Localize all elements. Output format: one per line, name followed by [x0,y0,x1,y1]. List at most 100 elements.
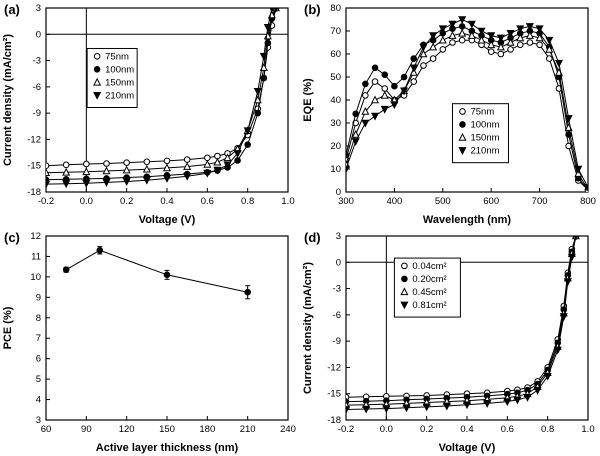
chart-a-jv-thickness: -0.2 0.0 0.2 0.4 0.6 0.8 1.0 -18 -15 -12 -9 -6 -3 0 3 V… [2,3,295,226]
legend: 75nm 100nm 150nm 210nm [451,103,509,164]
x-axis: -0.2 0.0 0.2 0.4 0.6 0.8 1.0 [338,416,595,435]
legend-label: 210nm [105,90,134,101]
series-group [46,8,280,189]
x-tick-label: 240 [280,424,296,435]
x-tick-label: 600 [483,196,499,207]
x-axis-title: Wavelength (nm) [423,214,512,226]
y-tick-label: 9 [36,292,41,303]
y-tick-label: 8 [36,313,41,324]
legend-label: 0.45cm² [412,287,446,298]
y-axis-title: Current density (mA/cm²) [302,262,314,394]
series-group [346,236,580,414]
y-tick-label: -3 [333,284,341,295]
legend-label: 210nm [470,146,499,157]
y-tick-label: -18 [27,187,41,198]
x-tick-label: 700 [532,196,548,207]
x-tick-label: -0.2 [338,424,354,435]
y-tick-label: 4 [36,395,41,406]
plot-border [345,7,589,193]
y-tick-label: -9 [33,108,41,119]
x-tick-label: 400 [386,196,402,207]
legend-label: 75nm [470,107,494,118]
y-axis-title: Current density (mA/cm²) [2,34,14,166]
y-tick-label: -15 [327,389,341,400]
series-0.81cm² [346,236,579,414]
x-tick-label: 0.6 [501,424,514,435]
legend-label: 0.20cm² [412,274,446,285]
x-tick-label: 800 [580,196,596,207]
x-tick-label: -0.2 [38,196,54,207]
y-axis-title: PCE (%) [2,306,14,349]
x-tick-label: 0.0 [80,196,93,207]
series-75nm [46,8,280,170]
series-group [62,246,251,300]
y-tick-label: 10 [330,164,341,175]
x-axis-title: Active layer thickness (nm) [96,442,239,454]
series-0.04cm² [346,236,580,401]
series-PCE [62,246,251,300]
y-tick-label: 3 [336,231,341,242]
y-tick-label: -6 [33,82,41,93]
x-tick-label: 210 [240,424,256,435]
panel-a: (a) -0.2 0.0 0.2 0.4 0.6 0.8 1.0 -18 -15 -12 -9 -6-… [0,0,300,228]
series-100nm [46,8,280,184]
x-axis: 60 90 120 150 180 210 240 [41,416,296,435]
y-tick-label: 20 [330,141,341,152]
x-tick-label: 0.2 [420,424,433,435]
y-tick-label: 12 [30,231,41,242]
x-tick-label: 0.4 [160,196,173,207]
x-axis: 300 400 500 600 700 800 [338,188,596,207]
chart-b-eqe-wavelength: 300 400 500 600 700 800 0 10 20 30 40 50 60 70 80 Wavel… [302,3,596,226]
panel-c: (c) 60 90 120 150 180 210 240 3 4 5 6 7 8 9 10 11 12 Acti… [0,228,300,456]
x-tick-label: 90 [81,424,92,435]
y-tick-label: 3 [36,415,41,426]
x-tick-label: 500 [435,196,451,207]
series-75nm [346,36,588,192]
x-tick-label: 0.8 [541,424,554,435]
y-tick-label: -18 [327,415,341,426]
y-tick-label: 60 [330,49,341,60]
legend-label: 100nm [470,120,499,131]
y-tick-label: 30 [330,118,341,129]
x-tick-label: 1.0 [581,424,594,435]
y-axis: -18 -15 -12 -9 -6 -3 0 3 [327,231,350,426]
x-tick-label: 0.0 [380,424,393,435]
y-tick-label: -12 [27,134,41,145]
plot-border [45,235,289,421]
y-tick-label: 70 [330,26,341,37]
y-tick-label: 5 [36,374,41,385]
panel-label-c: (c) [4,230,20,245]
x-tick-label: 120 [119,424,135,435]
series-group [346,16,588,192]
series-210nm [346,16,588,192]
legend: 75nm 100nm 150nm 210nm [86,47,138,108]
x-tick-label: 0.6 [201,196,214,207]
y-axis: 3 4 5 6 7 8 9 10 11 12 [30,231,50,426]
legend-label: 100nm [105,64,134,75]
y-tick-label: -3 [33,56,41,67]
panel-label-a: (a) [4,2,20,17]
panel-d: (d) -0.2 0.0 0.2 0.4 0.6 0.8 1.0 -18 -15 -12 -9 -6-… [300,228,600,456]
x-tick-label: 0.4 [460,424,473,435]
chart-c-pce-thickness: 60 90 120 150 180 210 240 3 4 5 6 7 8 9 10 11 12 Active l… [2,231,296,454]
x-tick-label: 60 [41,424,52,435]
y-axis-title: EQE (%) [302,78,314,122]
x-axis-title: Voltage (V) [139,214,196,226]
legend: 0.04cm² 0.20cm² 0.45cm² 0.81cm² [393,257,461,318]
y-tick-label: -12 [327,362,341,373]
y-tick-label: 7 [36,333,41,344]
y-tick-label: -6 [333,310,341,321]
y-tick-label: 10 [30,272,41,283]
panel-b: (b) 300 400 500 600 700 800 0 10 20 30 40 50 60 70 80 W… [300,0,600,228]
y-tick-label: 11 [31,251,41,262]
chart-d-jv-area: -0.2 0.0 0.2 0.4 0.6 0.8 1.0 -18 -15 -12 -9 -6 -3 0 3 V… [302,231,595,454]
x-tick-label: 180 [199,424,215,435]
legend-label: 0.81cm² [412,300,446,311]
y-tick-label: -9 [333,336,341,347]
y-tick-label: 0 [36,29,41,40]
y-tick-label: -15 [27,161,41,172]
legend-label: 0.04cm² [412,261,446,272]
series-210nm [46,8,279,189]
y-tick-label: 50 [330,72,341,83]
